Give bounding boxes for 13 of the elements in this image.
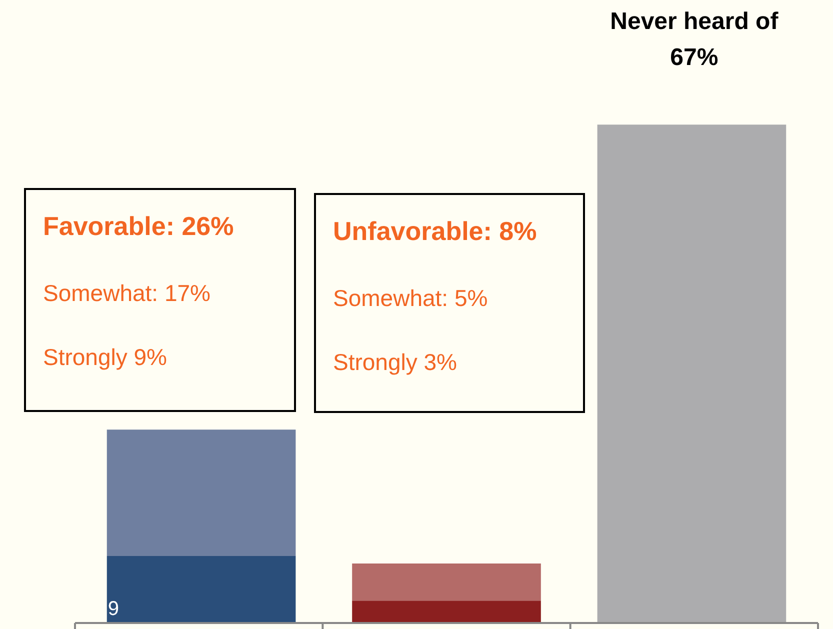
bar — [106, 556, 296, 623]
annotation: Favorable: 26% — [43, 211, 234, 241]
bar — [352, 600, 541, 623]
annotation: Unfavorable: 8% — [333, 216, 537, 246]
data-label: 9 — [108, 598, 120, 620]
annotation: Somewhat: 17% — [43, 280, 210, 306]
bar — [106, 430, 296, 556]
annotation: Strongly 9% — [43, 344, 168, 370]
bar — [352, 563, 541, 601]
annotation: Strongly 3% — [333, 349, 458, 375]
bar — [597, 124, 786, 623]
annotation: Somewhat: 5% — [333, 285, 488, 311]
text: Never heard of 67% — [610, 8, 780, 71]
